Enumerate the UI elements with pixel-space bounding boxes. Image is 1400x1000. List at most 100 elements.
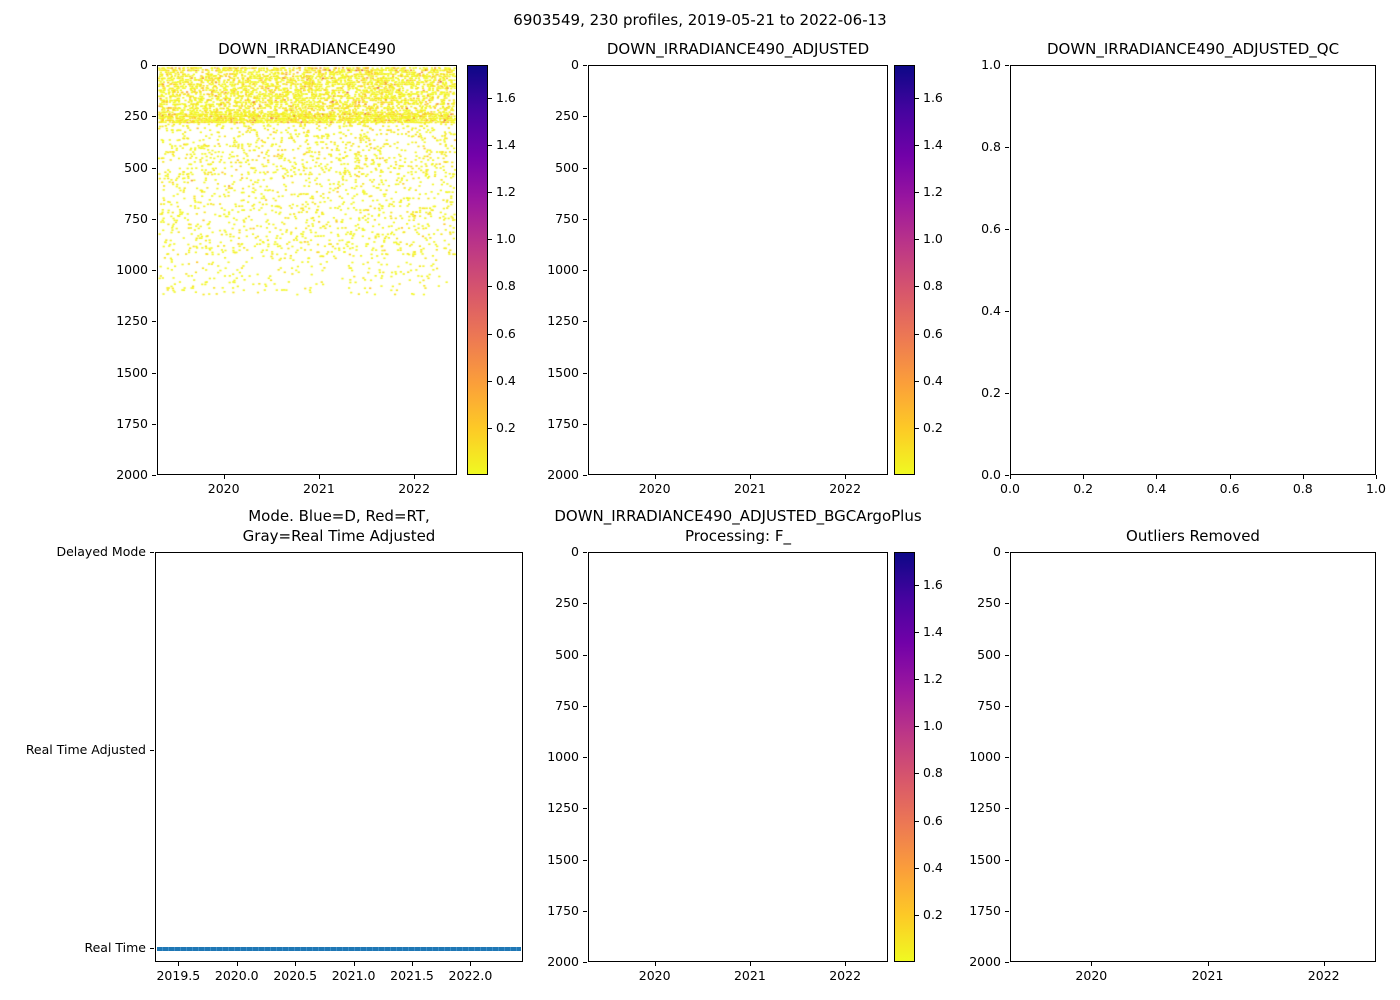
y-tick-mark: [583, 475, 587, 476]
y-tick-label: 750: [124, 210, 148, 226]
x-tick-label: 2020: [1075, 968, 1108, 983]
y-tick-mark: [583, 757, 587, 758]
x-tick-mark: [845, 962, 847, 966]
subplot-down-irradiance490-adjusted-qc: [1010, 65, 1376, 475]
x-tick-label: 0.8: [1292, 481, 1313, 496]
y-tick-label: 1000: [547, 749, 579, 764]
y-tick-label: 1750: [116, 415, 148, 431]
x-tick-label: 2021: [733, 968, 766, 983]
y-tick-label: 1750: [547, 415, 579, 431]
colorbar-tick-mark: [488, 239, 492, 241]
x-tick-mark: [470, 962, 472, 966]
colorbar-tick-mark: [915, 239, 919, 241]
y-tick-label: 1500: [547, 851, 579, 867]
x-tick-mark: [845, 475, 847, 479]
colorbar-tick-mark: [915, 427, 919, 429]
subplot-outliers-removed: [1010, 552, 1376, 962]
y-tick-mark: [583, 423, 587, 425]
y-tick-mark: [1005, 393, 1009, 394]
x-tick-label: 0.6: [1219, 481, 1240, 496]
colorbar-tick-label: 0.8: [923, 765, 943, 781]
colorbar-tick-mark: [915, 632, 919, 634]
colorbar-tick-mark: [915, 333, 919, 335]
x-tick-label: 2020: [207, 481, 240, 496]
colorbar-tick-label: 0.8: [923, 278, 943, 294]
y-tick-mark: [150, 552, 154, 553]
y-tick-mark: [1005, 859, 1009, 861]
y-tick-mark: [583, 552, 587, 553]
y-tick-label: 500: [124, 159, 148, 175]
y-tick-label: Delayed Mode: [56, 544, 146, 559]
colorbar-tick-label: 1.2: [496, 184, 516, 200]
x-tick-mark: [749, 475, 751, 479]
x-tick-mark: [1083, 475, 1085, 479]
x-tick-mark: [1091, 962, 1093, 966]
x-tick-mark: [178, 962, 180, 966]
y-tick-label: 1.0: [981, 57, 1001, 72]
x-tick-label: 2020: [638, 968, 671, 983]
colorbar-down-irradiance490-adjusted: [894, 65, 915, 475]
y-tick-label: 0: [140, 57, 148, 72]
colorbar-tick-mark: [915, 192, 919, 194]
colorbar-tick-mark: [488, 145, 492, 147]
y-tick-label: 250: [555, 595, 579, 611]
x-tick-label: 2021: [302, 481, 335, 496]
x-tick-label: 0.4: [1146, 481, 1167, 496]
y-tick-label: 750: [977, 697, 1001, 713]
x-tick-mark: [749, 962, 751, 966]
y-tick-label: 0.4: [981, 303, 1001, 318]
y-tick-mark: [583, 705, 587, 707]
x-tick-label: 2019.5: [156, 968, 201, 983]
x-tick-mark: [412, 962, 414, 966]
y-tick-mark: [1005, 311, 1009, 312]
colorbar-tick-label: 1.4: [923, 624, 943, 640]
x-tick-mark: [295, 962, 297, 966]
colorbar-tick-mark: [915, 726, 919, 728]
y-tick-mark: [583, 116, 587, 118]
y-tick-mark: [583, 218, 587, 220]
subplot-title-mode: Mode. Blue=D, Red=RT, Gray=Real Time Adj…: [242, 507, 436, 545]
y-tick-label: 250: [555, 108, 579, 124]
y-tick-mark: [152, 475, 156, 476]
y-tick-mark: [152, 116, 156, 118]
y-tick-label: 1250: [547, 800, 579, 816]
x-tick-mark: [654, 475, 656, 479]
y-tick-mark: [583, 167, 587, 169]
y-tick-label: 0: [993, 544, 1001, 559]
y-tick-mark: [152, 218, 156, 220]
y-tick-mark: [583, 859, 587, 861]
x-tick-mark: [1207, 962, 1209, 966]
y-tick-label: 750: [555, 210, 579, 226]
y-tick-mark: [150, 948, 154, 950]
irradiance-scatter-canvas: [158, 66, 456, 474]
y-tick-mark: [152, 270, 156, 271]
y-tick-label: 2000: [547, 954, 579, 969]
y-tick-mark: [1005, 808, 1009, 810]
x-tick-mark: [318, 475, 320, 479]
y-tick-label: 1250: [116, 313, 148, 329]
x-tick-mark: [654, 962, 656, 966]
y-tick-label: 250: [977, 595, 1001, 611]
y-tick-mark: [152, 423, 156, 425]
y-tick-mark: [583, 603, 587, 605]
colorbar-tick-mark: [488, 333, 492, 335]
y-tick-label: 750: [555, 697, 579, 713]
colorbar-tick-mark: [915, 820, 919, 822]
colorbar-tick-label: 1.0: [496, 231, 516, 247]
y-tick-mark: [583, 372, 587, 374]
y-tick-mark: [583, 321, 587, 323]
y-tick-label: 0: [571, 57, 579, 72]
colorbar-tick-label: 0.4: [923, 372, 943, 388]
colorbar-tick-mark: [915, 145, 919, 147]
subplot-title-down-irradiance490-adjusted: DOWN_IRRADIANCE490_ADJUSTED: [606, 40, 870, 58]
y-tick-mark: [583, 270, 587, 271]
colorbar-bgcargoplus-processing: [894, 552, 915, 962]
x-tick-label: 1.0: [1366, 481, 1386, 496]
colorbar-tick-label: 1.0: [923, 231, 943, 247]
colorbar-tick-label: 0.2: [496, 419, 516, 435]
y-tick-mark: [1005, 705, 1009, 707]
x-tick-label: 2021.5: [390, 968, 434, 983]
x-tick-mark: [1323, 962, 1325, 966]
subplot-bgcargoplus-processing: [588, 552, 888, 962]
x-tick-mark: [236, 962, 238, 966]
